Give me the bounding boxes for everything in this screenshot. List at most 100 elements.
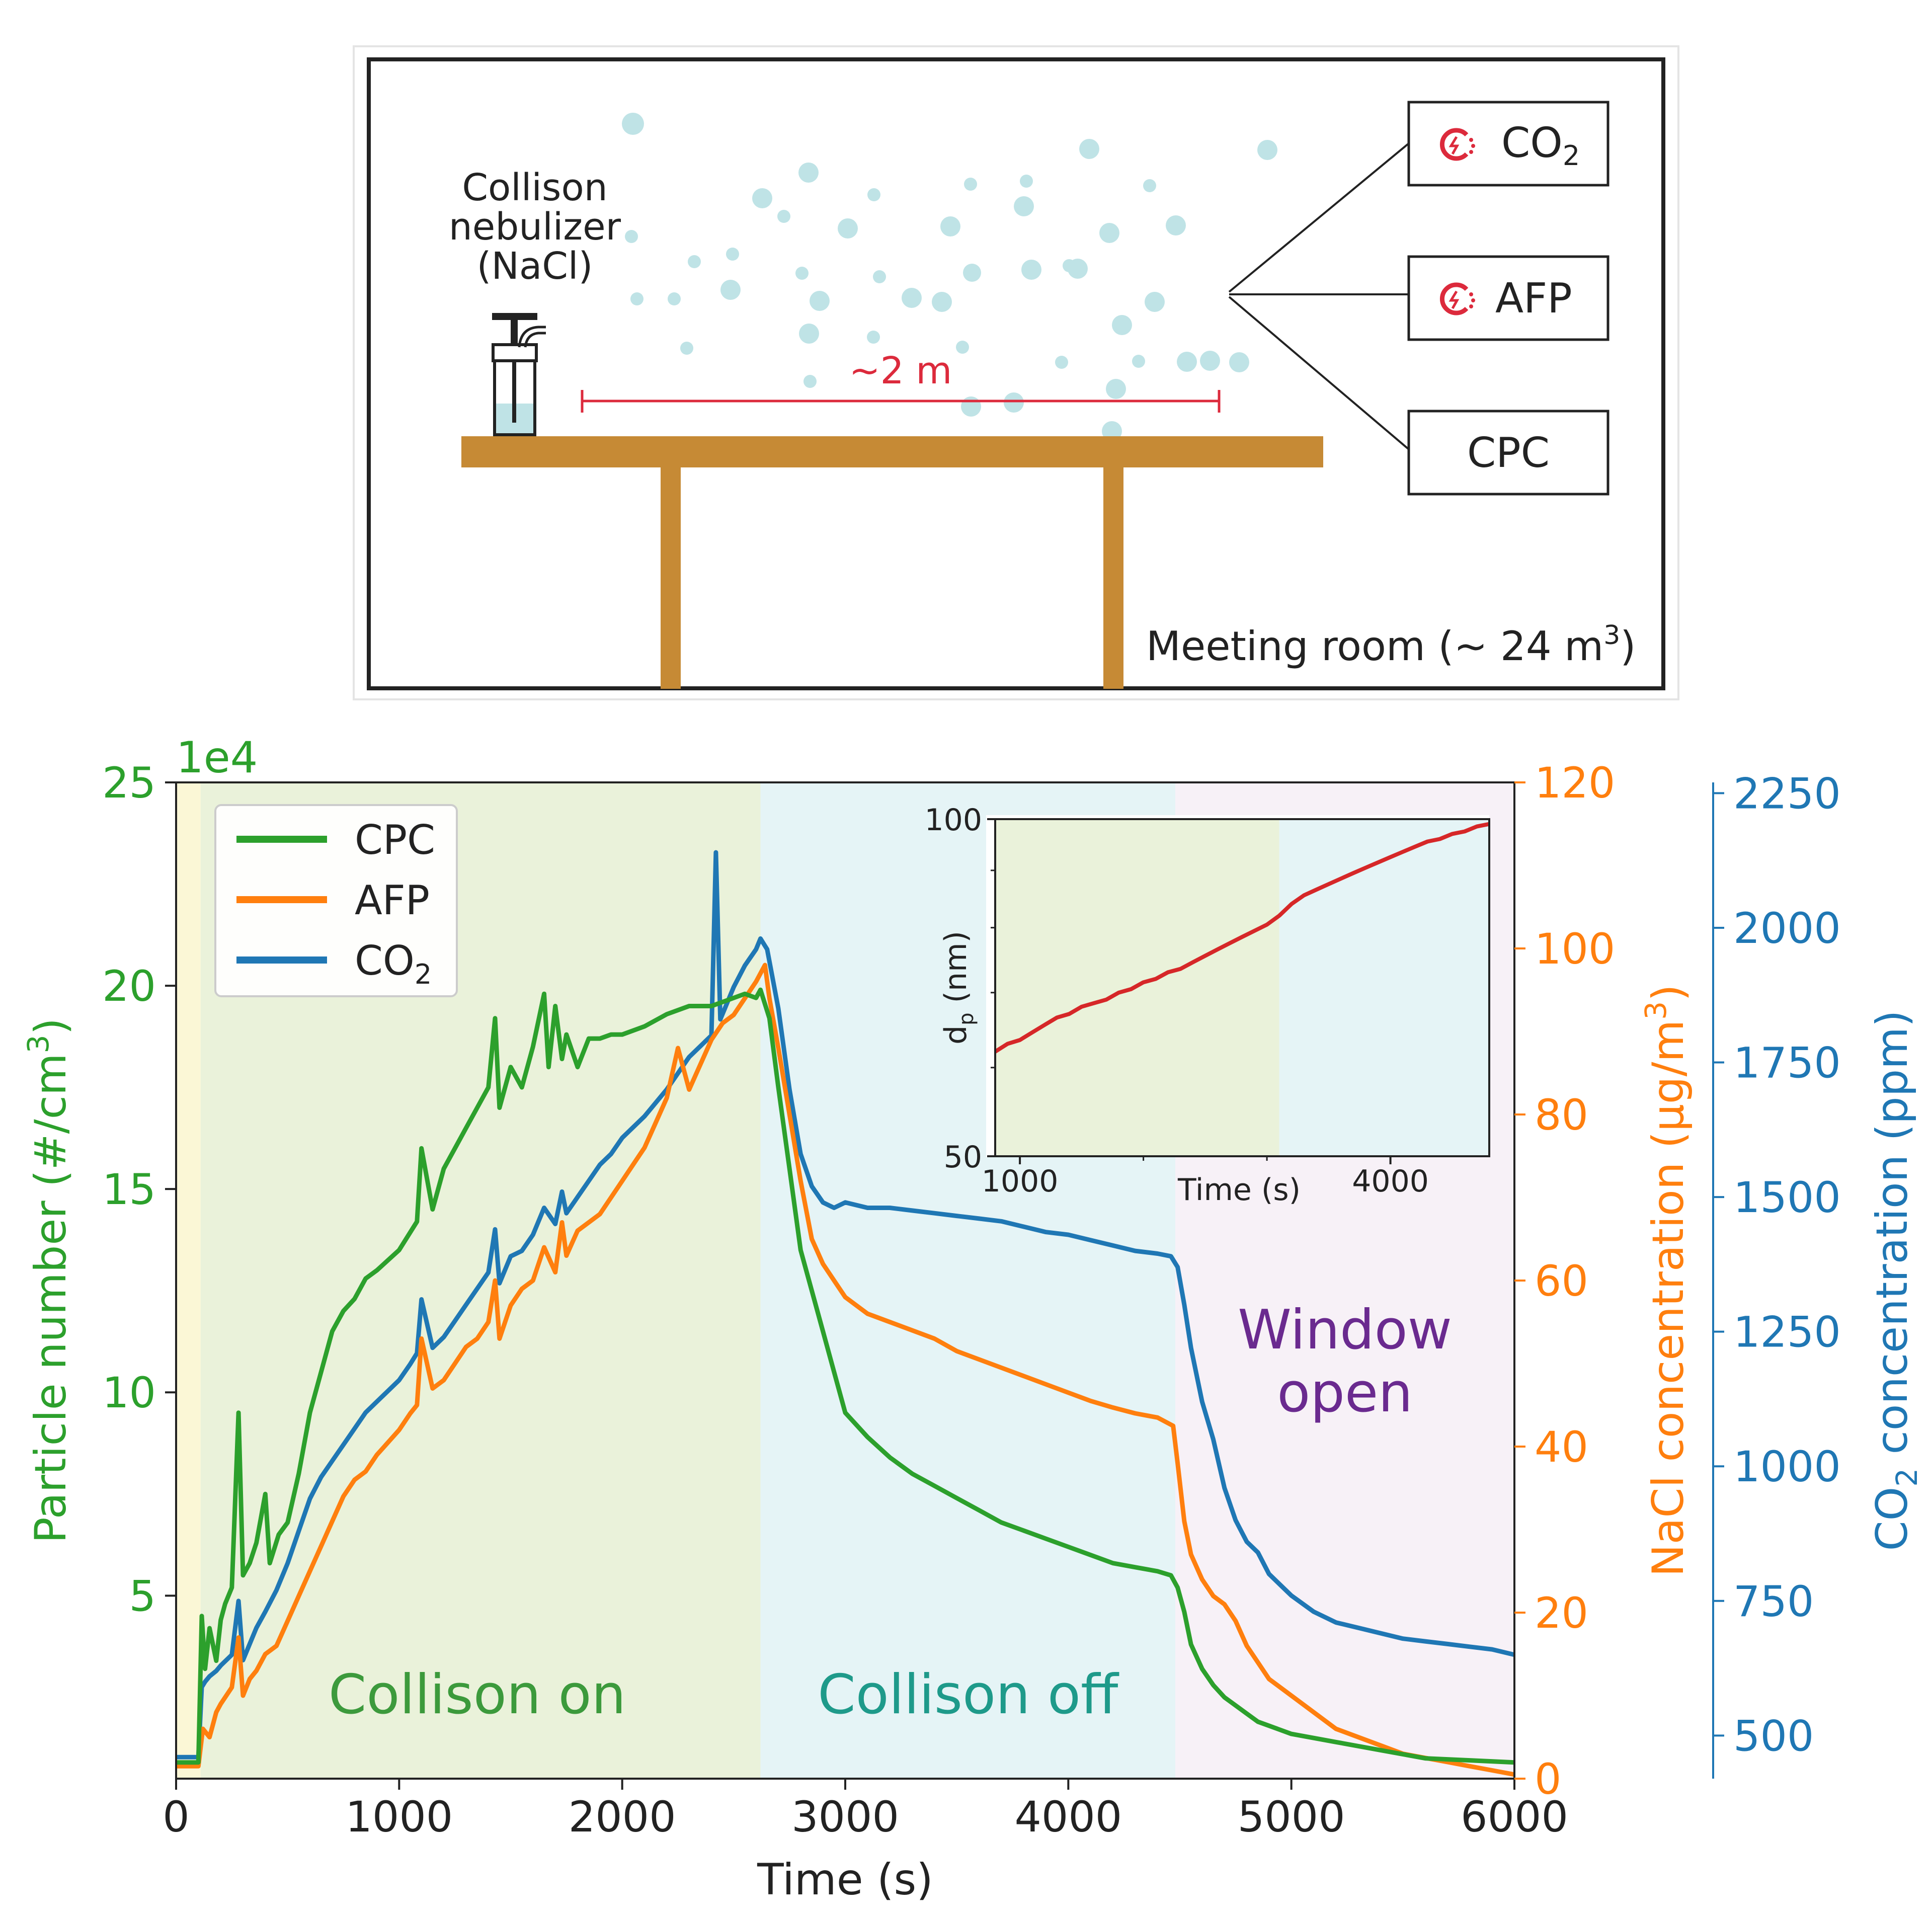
aerosol-particle: [625, 230, 638, 243]
instrument-cpc: CPC: [1407, 410, 1609, 496]
inset-x-tick-label: 4000: [1352, 1164, 1429, 1199]
aerosol-particle: [1132, 355, 1145, 368]
inset-y-tick-label: 100: [924, 803, 982, 838]
left-axis-multiplier: 1e4: [176, 733, 258, 783]
left-tick-label: 20: [102, 962, 156, 1011]
room-frame: [367, 57, 1665, 690]
x-axis: 0 1000 2000 3000 4000 5000 6000: [163, 1779, 1568, 1842]
instrument-afp-label: AFP: [1495, 275, 1572, 323]
x-tick-label: 2000: [569, 1792, 676, 1842]
instrument-co2-label: CO2: [1501, 119, 1580, 172]
aerosol-particle: [752, 188, 772, 208]
aerosol-particle: [1166, 215, 1186, 235]
right-axis-2-title: CO2 concentration (ppm): [1867, 1010, 1924, 1551]
aerosol-particle: [1177, 352, 1197, 372]
distance-label: ~2 m: [849, 349, 952, 392]
phase-label-collison-on: Collison on: [329, 1663, 626, 1726]
nebulizer-label-line2: nebulizer: [449, 205, 621, 249]
x-tick-label: 1000: [345, 1792, 453, 1842]
right-axis-co2: 500 750 1000 1250 1500 1750 2000 2250: [1712, 769, 1841, 1779]
inset-y-tick-label: 50: [944, 1140, 982, 1175]
series-line-co2: [176, 850, 1515, 1760]
right-2-tick-label: 1250: [1733, 1308, 1841, 1357]
instrument-co2: CO2: [1407, 101, 1609, 187]
aerosol-particle: [795, 267, 809, 280]
table-top: [461, 436, 1323, 467]
left-tick-label: 10: [102, 1368, 156, 1417]
aerosol-particle: [964, 178, 977, 191]
aerosol-particle: [668, 292, 681, 305]
right-2-tick-label: 500: [1733, 1711, 1814, 1761]
aerosol-particle: [932, 292, 952, 312]
right-2-tick-label: 2250: [1733, 769, 1841, 818]
aerosol-particle: [873, 270, 886, 283]
inset-axes: 1000 4000 50 100: [924, 803, 1428, 1199]
aerosol-particle: [961, 396, 981, 417]
aerosol-particle: [1200, 351, 1220, 371]
nebulizer-label-line3: (NaCl): [477, 245, 593, 288]
x-tick-label: 5000: [1238, 1792, 1345, 1842]
aerosol-particle: [798, 163, 819, 183]
inset-phase-bands: [995, 819, 1489, 1156]
right-tick-label: 100: [1535, 924, 1615, 974]
aerosol-particle: [1055, 356, 1068, 369]
series-line-afp: [176, 963, 1515, 1777]
table-leg-right: [1103, 467, 1123, 689]
aerosol-particle: [867, 331, 880, 344]
series-lines: [176, 850, 1515, 1777]
aerosol-particle: [1020, 175, 1033, 188]
aerosol-particle: [867, 188, 880, 201]
aerosol-particle: [956, 341, 969, 354]
phase-label-collison-off: Collison off: [818, 1663, 1119, 1726]
left-tick-label: 25: [102, 758, 156, 808]
aerosol-particle: [1014, 196, 1034, 216]
room-diagram: Collison nebulizer (NaCl) ~2 m CO2: [353, 45, 1679, 700]
right-axis-title: NaCl concentration (µg/m3): [1639, 984, 1694, 1576]
right-2-tick-label: 750: [1733, 1577, 1814, 1626]
aerosol-particle: [1079, 139, 1099, 159]
aerosol-particle: [1099, 223, 1119, 243]
inset-series-line: [994, 822, 1490, 1054]
nebulizer-label-line1: Collison: [462, 166, 607, 209]
series-line-cpc: [176, 987, 1515, 1765]
aerosol-particle: [799, 324, 819, 344]
right-tick-label: 0: [1535, 1754, 1561, 1804]
aerosol-particle: [803, 375, 817, 388]
aerosol-particle: [838, 218, 858, 238]
inset-series-line-dp: [994, 822, 1490, 1054]
aerosol-particle: [963, 264, 981, 282]
sensor-icon: [1440, 282, 1475, 315]
right-2-tick-label: 1750: [1733, 1039, 1841, 1088]
x-axis-title: Time (s): [757, 1855, 933, 1905]
distance-marker: [581, 390, 1221, 413]
phase-label-window-open-line1: Window: [1238, 1299, 1452, 1362]
instrument-connectors: [1228, 142, 1410, 450]
right-tick-label: 120: [1535, 758, 1615, 808]
x-tick-label: 0: [163, 1792, 189, 1842]
left-axis: 5 10 15 20 25: [102, 758, 176, 1621]
aerosol-particle: [1229, 352, 1249, 372]
right-tick-label: 20: [1535, 1588, 1588, 1638]
aerosol-particle: [1004, 392, 1024, 413]
right-axis-nacl: 0 20 40 60 80 100 120: [1514, 758, 1615, 1804]
x-tick-label: 6000: [1461, 1792, 1568, 1842]
aerosol-particle: [726, 248, 739, 261]
aerosol-particle: [1143, 179, 1156, 192]
table-leg-left: [661, 467, 681, 689]
instrument-cpc-label: CPC: [1467, 429, 1550, 477]
phase-band: [176, 782, 201, 1779]
right-tick-label: 80: [1535, 1090, 1588, 1140]
aerosol-particle: [622, 113, 644, 135]
inset-x-axis-title: Time (s): [1177, 1172, 1301, 1208]
aerosol-particle: [810, 291, 830, 311]
nebulizer-bottle-icon: [492, 313, 546, 436]
inset-chart: 1000 4000 50 100 Time (s) dp (nm): [924, 803, 1490, 1208]
left-tick-label: 5: [129, 1571, 156, 1621]
aerosol-particle: [1112, 315, 1132, 335]
aerosol-particle: [1145, 292, 1165, 312]
right-2-tick-label: 2000: [1733, 904, 1841, 953]
sensor-icon: [1440, 128, 1475, 161]
